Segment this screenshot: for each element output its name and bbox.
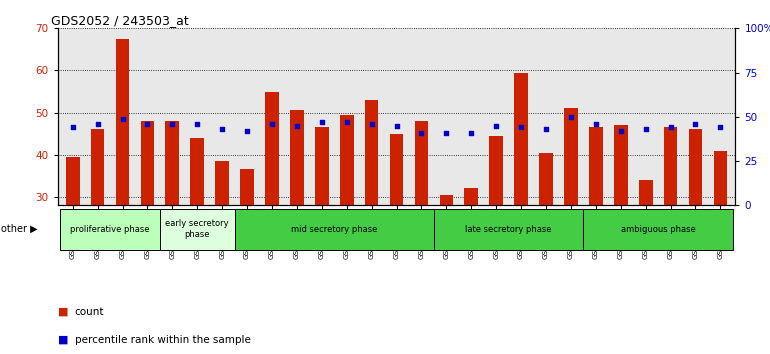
Bar — [539, 153, 553, 323]
Bar — [290, 110, 303, 323]
Point — [640, 126, 652, 132]
Point — [665, 125, 677, 130]
Point — [266, 121, 278, 127]
Text: count: count — [75, 307, 104, 316]
Text: ambiguous phase: ambiguous phase — [621, 225, 695, 234]
Text: ■: ■ — [58, 335, 69, 345]
Bar — [564, 108, 578, 323]
Point — [241, 128, 253, 134]
Text: early secretory
phase: early secretory phase — [166, 219, 229, 239]
Point — [316, 119, 328, 125]
Bar — [414, 121, 428, 323]
Bar — [434, 209, 584, 250]
Bar — [365, 100, 379, 323]
Point — [340, 119, 353, 125]
Bar — [315, 127, 329, 323]
Text: late secretory phase: late secretory phase — [465, 225, 552, 234]
Point — [689, 121, 701, 127]
Text: proliferative phase: proliferative phase — [70, 225, 150, 234]
Point — [216, 126, 229, 132]
Bar — [235, 209, 434, 250]
Point — [715, 125, 727, 130]
Bar — [490, 136, 503, 323]
Bar — [240, 170, 254, 323]
Bar — [714, 150, 727, 323]
Bar — [589, 127, 603, 323]
Point — [116, 116, 129, 121]
Bar — [66, 157, 79, 323]
Bar — [390, 134, 403, 323]
Point — [366, 121, 378, 127]
Text: ■: ■ — [58, 307, 69, 316]
Bar — [514, 73, 528, 323]
Point — [92, 121, 104, 127]
Point — [465, 130, 477, 136]
Text: percentile rank within the sample: percentile rank within the sample — [75, 335, 250, 345]
Point — [515, 125, 527, 130]
Bar — [190, 138, 204, 323]
Bar — [166, 121, 179, 323]
Bar — [639, 180, 652, 323]
Bar — [614, 125, 628, 323]
Bar — [664, 127, 678, 323]
Point — [66, 125, 79, 130]
Text: GDS2052 / 243503_at: GDS2052 / 243503_at — [51, 14, 189, 27]
Point — [141, 121, 153, 127]
Point — [291, 123, 303, 129]
Bar — [216, 161, 229, 323]
Point — [166, 121, 179, 127]
Bar — [464, 188, 478, 323]
Point — [440, 130, 453, 136]
Bar — [160, 209, 235, 250]
Point — [614, 128, 627, 134]
Point — [564, 114, 577, 120]
Text: mid secretory phase: mid secretory phase — [291, 225, 377, 234]
Bar — [265, 92, 279, 323]
Point — [590, 121, 602, 127]
Point — [390, 123, 403, 129]
Bar — [584, 209, 733, 250]
Bar — [340, 115, 353, 323]
Bar — [116, 39, 129, 323]
Bar — [141, 121, 154, 323]
Point — [540, 126, 552, 132]
Point — [191, 121, 203, 127]
Bar — [91, 130, 105, 323]
Point — [415, 130, 427, 136]
Bar — [688, 130, 702, 323]
Point — [490, 123, 502, 129]
Text: other ▶: other ▶ — [1, 223, 38, 233]
Bar — [440, 195, 454, 323]
Bar — [60, 209, 160, 250]
